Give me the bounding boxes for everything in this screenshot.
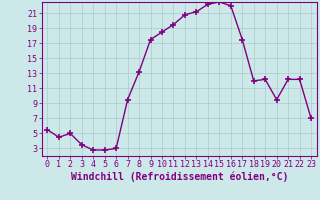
X-axis label: Windchill (Refroidissement éolien,°C): Windchill (Refroidissement éolien,°C) [70, 172, 288, 182]
